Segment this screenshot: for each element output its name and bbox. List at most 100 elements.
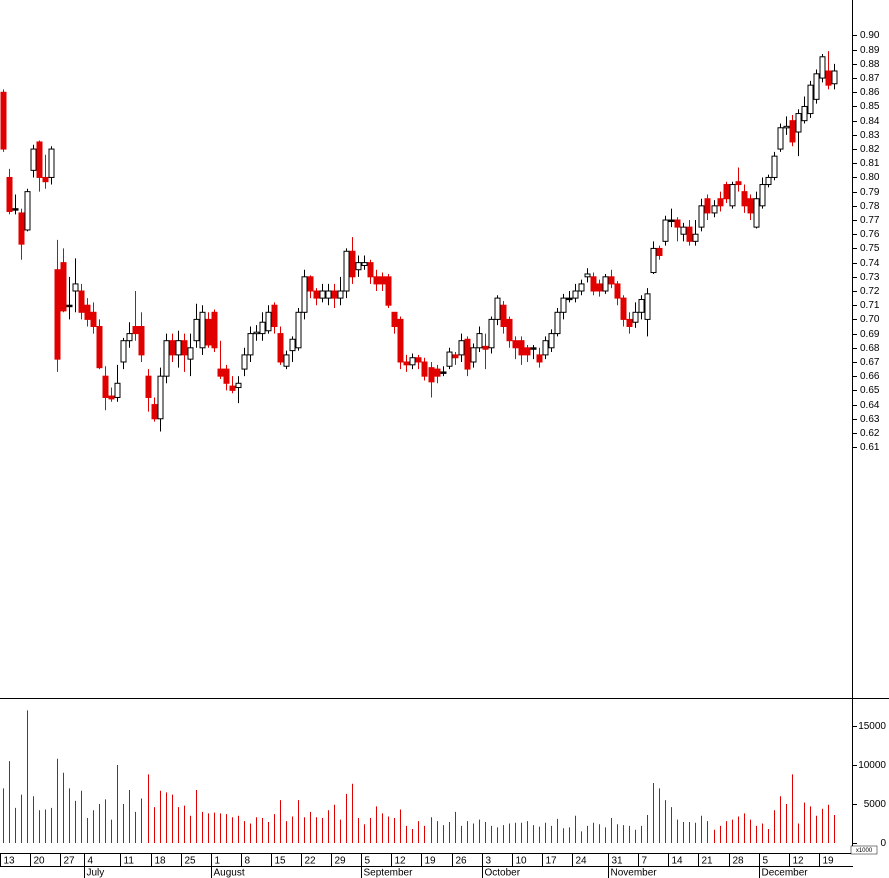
x-tick-label: 12: [793, 856, 805, 867]
x-tick-label: 5: [763, 856, 769, 867]
unit-box: [850, 845, 878, 855]
candle-body: [759, 184, 766, 207]
candle-body: [711, 205, 718, 214]
candle-body: [205, 318, 212, 346]
candle-body: [391, 311, 398, 327]
candle-body: [145, 375, 152, 398]
candle-body: [807, 84, 814, 115]
candle-body: [650, 247, 657, 274]
candle-body: [247, 333, 254, 356]
y-tick-label: 0.61: [860, 442, 880, 453]
candle-body: [789, 120, 796, 143]
y-tick-label: 0.68: [860, 343, 880, 354]
candle-body: [301, 276, 308, 313]
candle-body: [440, 371, 447, 374]
candle-body: [42, 176, 49, 183]
candle-body: [295, 311, 302, 349]
month-label: September: [364, 868, 414, 878]
y-tick-label: 0.88: [860, 59, 880, 70]
candle-body: [132, 325, 139, 335]
candle-body: [157, 375, 164, 420]
y-tick-label: 0.70: [860, 314, 880, 325]
x-tick-label: 25: [185, 856, 197, 867]
x-tick-label: 3: [486, 856, 492, 867]
volume-tick-label: 15000: [858, 721, 886, 732]
x-tick-label: 17: [546, 856, 558, 867]
month-label: August: [214, 868, 245, 878]
candle-body: [566, 297, 573, 301]
candle-body: [96, 325, 103, 369]
y-tick-label: 0.66: [860, 371, 880, 382]
candle-body: [409, 357, 416, 366]
candle-body: [169, 340, 176, 356]
candle-body: [458, 340, 465, 356]
candle-body: [114, 382, 121, 398]
candle-body: [686, 226, 693, 242]
candle-body: [753, 198, 760, 228]
candle-body: [30, 148, 37, 171]
y-tick-label: 0.81: [860, 158, 880, 169]
candle-body: [674, 219, 681, 228]
candle-body: [494, 297, 501, 320]
candle-body: [349, 250, 356, 278]
candle-body: [446, 351, 453, 367]
candle-body: [253, 331, 260, 335]
candle-body: [662, 219, 669, 242]
candle-body: [464, 338, 471, 370]
candle-body: [373, 276, 380, 285]
candle-body: [343, 250, 350, 292]
x-tick-label: 10: [516, 856, 528, 867]
x-tick-label: 24: [576, 856, 588, 867]
candle-body: [452, 354, 459, 359]
candle-body: [0, 91, 7, 150]
candle-body: [108, 395, 115, 400]
candle-body: [18, 212, 25, 245]
candle-body: [241, 354, 248, 370]
candle-body: [524, 347, 531, 356]
candle-body: [704, 198, 711, 214]
candle-body: [415, 357, 422, 363]
candle-body: [325, 290, 332, 299]
x-tick-label: 18: [155, 856, 167, 867]
candle-body: [181, 340, 188, 356]
candle-body: [626, 318, 633, 327]
candle-body: [277, 333, 284, 363]
candle-body: [211, 311, 218, 349]
candle-body: [379, 276, 386, 285]
candle-body: [187, 347, 194, 360]
candle-body: [60, 262, 67, 312]
candle-body: [765, 176, 772, 186]
candle-body: [500, 304, 507, 327]
candle-body: [367, 262, 374, 278]
y-tick-label: 0.69: [860, 329, 880, 340]
candle-body: [217, 368, 224, 377]
candle-body: [771, 155, 778, 178]
candle-body: [819, 56, 826, 79]
candle-body: [434, 368, 441, 377]
candle-body: [102, 375, 109, 398]
candle-body: [638, 299, 645, 313]
y-tick-label: 0.77: [860, 215, 880, 226]
candle-body: [24, 191, 31, 231]
y-tick-label: 0.64: [860, 400, 880, 411]
candle-body: [259, 321, 266, 335]
y-tick-label: 0.76: [860, 229, 880, 240]
candle-body: [193, 318, 200, 342]
candle-body: [235, 382, 242, 389]
candle-body: [223, 368, 230, 384]
y-tick-label: 0.73: [860, 272, 880, 283]
y-tick-label: 0.74: [860, 258, 880, 269]
y-tick-label: 0.85: [860, 101, 880, 112]
candle-body: [126, 333, 133, 342]
y-tick-label: 0.78: [860, 201, 880, 212]
candle-body: [90, 311, 97, 327]
x-tick-label: 14: [672, 856, 684, 867]
candle-body: [163, 340, 170, 377]
candle-body: [199, 311, 206, 349]
candle-body: [614, 283, 621, 299]
y-tick-label: 0.86: [860, 87, 880, 98]
y-tick-label: 0.83: [860, 130, 880, 141]
x-tick-label: 5: [365, 856, 371, 867]
candle-body: [54, 269, 61, 360]
